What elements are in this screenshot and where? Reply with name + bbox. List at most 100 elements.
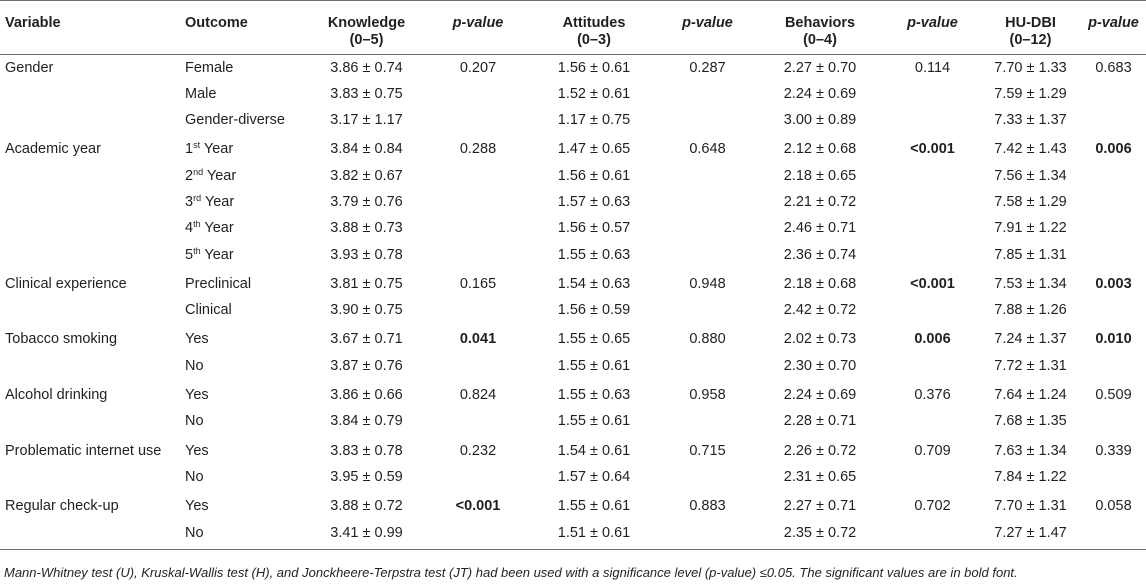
- table-row: No 3.87 ± 0.76 1.55 ± 0.61 2.30 ± 0.70 7.72 …: [0, 353, 1146, 379]
- cell-hudbi-pvalue: [1081, 215, 1146, 241]
- cell-outcome: 5th Year: [185, 242, 305, 268]
- table-row: 4th Year 3.88 ± 0.73 1.56 ± 0.57 2.46 ± 0.7…: [0, 215, 1146, 241]
- header-knowledge-range: (0–5): [349, 32, 384, 48]
- cell-behaviors-pvalue: [885, 464, 980, 490]
- cell-outcome: 3rd Year: [185, 189, 305, 215]
- outcome-ordinal-suffix: rd: [193, 192, 202, 203]
- table-body: Gender Female 3.86 ± 0.74 0.207 1.56 ± 0.61 0…: [0, 55, 1146, 551]
- cell-variable: [0, 242, 185, 268]
- cell-knowledge: 3.41 ± 0.99: [305, 519, 428, 551]
- cell-attitudes: 1.56 ± 0.57: [557, 220, 631, 237]
- header-behaviors-pvalue: p-value: [885, 0, 980, 55]
- cell-behaviors-pvalue: <0.001: [910, 141, 955, 158]
- cell-behaviors: 2.24 ± 0.69: [783, 387, 857, 404]
- outcome-ordinal-suffix: nd: [193, 166, 204, 177]
- cell-behaviors: 2.46 ± 0.71: [783, 220, 857, 237]
- cell-attitudes-pvalue: [660, 215, 755, 241]
- outcome-rest: Year: [200, 220, 234, 237]
- cell-hudbi: 7.56 ± 1.34: [994, 167, 1067, 184]
- cell-behaviors-pvalue: [885, 163, 980, 189]
- cell-attitudes-pvalue: 0.880: [689, 331, 726, 348]
- cell-attitudes-pvalue: [660, 408, 755, 434]
- table-row: No 3.84 ± 0.79 1.55 ± 0.61 2.28 ± 0.71 7.68 …: [0, 408, 1146, 434]
- cell-behaviors-pvalue: <0.001: [910, 275, 955, 292]
- cell-behaviors: 2.42 ± 0.72: [783, 302, 857, 319]
- cell-behaviors-pvalue: 0.702: [914, 498, 951, 515]
- cell-attitudes: 1.55 ± 0.61: [557, 413, 631, 430]
- cell-hudbi: 7.84 ± 1.22: [994, 468, 1067, 485]
- cell-hudbi: 7.33 ± 1.37: [994, 112, 1067, 129]
- cell-hudbi: 7.88 ± 1.26: [994, 302, 1067, 319]
- cell-hudbi: 7.85 ± 1.31: [994, 246, 1067, 263]
- cell-knowledge-pvalue: [428, 189, 528, 215]
- cell-behaviors-pvalue: [885, 242, 980, 268]
- cell-variable: [0, 519, 185, 551]
- cell-attitudes-pvalue: [660, 242, 755, 268]
- cell-knowledge-pvalue: 0.232: [459, 442, 497, 459]
- cell-behaviors-pvalue: [885, 519, 980, 551]
- cell-outcome: Gender-diverse: [185, 112, 285, 129]
- cell-attitudes: 1.57 ± 0.64: [557, 468, 631, 485]
- cell-behaviors-pvalue: [885, 215, 980, 241]
- header-outcome: Outcome: [185, 0, 305, 55]
- cell-hudbi-pvalue: [1081, 297, 1146, 323]
- cell-hudbi-pvalue: 0.058: [1095, 498, 1132, 515]
- cell-variable: [0, 464, 185, 490]
- cell-hudbi-pvalue: 0.683: [1095, 60, 1132, 76]
- cell-hudbi: 7.24 ± 1.37: [994, 331, 1067, 348]
- outcome-ordinal-suffix: th: [193, 245, 201, 256]
- cell-knowledge-pvalue: <0.001: [455, 498, 501, 515]
- cell-hudbi: 7.68 ± 1.35: [994, 413, 1067, 430]
- cell-hudbi: 7.91 ± 1.22: [994, 220, 1067, 237]
- cell-hudbi-pvalue: [1081, 189, 1146, 215]
- cell-variable: Academic year: [5, 141, 101, 158]
- cell-attitudes-pvalue: 0.948: [689, 275, 726, 292]
- cell-outcome: Female: [185, 60, 234, 76]
- table-row: No 3.95 ± 0.59 1.57 ± 0.64 2.31 ± 0.65 7.84 …: [0, 464, 1146, 490]
- header-behaviors: Behaviors (0–4): [755, 0, 885, 55]
- cell-attitudes-pvalue: [660, 189, 755, 215]
- cell-attitudes-pvalue: 0.958: [689, 387, 726, 404]
- cell-outcome: Clinical: [185, 302, 232, 319]
- cell-hudbi: 7.70 ± 1.33: [994, 60, 1067, 76]
- cell-knowledge: 3.86 ± 0.66: [330, 387, 403, 404]
- cell-behaviors: 2.18 ± 0.68: [783, 275, 857, 292]
- cell-attitudes: 1.17 ± 0.75: [557, 112, 631, 129]
- cell-variable: [0, 297, 185, 323]
- cell-knowledge: 3.95 ± 0.59: [330, 468, 403, 485]
- cell-behaviors: 2.26 ± 0.72: [783, 442, 857, 459]
- cell-behaviors-pvalue: [885, 189, 980, 215]
- cell-attitudes: 1.55 ± 0.61: [557, 357, 631, 374]
- header-hudbi-range: (0–12): [1009, 32, 1052, 48]
- table-row: Male 3.83 ± 0.75 1.52 ± 0.61 2.24 ± 0.69 7.5…: [0, 81, 1146, 107]
- results-table: Variable Outcome Knowledge (0–5) p-value…: [0, 0, 1146, 551]
- cell-variable: Clinical experience: [5, 275, 127, 292]
- header-attitudes-range: (0–3): [577, 32, 611, 48]
- cell-hudbi-pvalue: [1081, 107, 1146, 133]
- cell-attitudes: 1.54 ± 0.63: [557, 275, 631, 292]
- cell-knowledge: 3.88 ± 0.72: [330, 498, 403, 515]
- table-row: Gender-diverse 3.17 ± 1.17 1.17 ± 0.75 3.00…: [0, 107, 1146, 133]
- cell-outcome: 4th Year: [185, 215, 305, 241]
- cell-attitudes: 1.55 ± 0.65: [557, 331, 631, 348]
- cell-attitudes: 1.55 ± 0.61: [557, 498, 631, 515]
- cell-attitudes: 1.56 ± 0.61: [557, 167, 631, 184]
- cell-attitudes-pvalue: [660, 353, 755, 379]
- cell-behaviors: 3.00 ± 0.89: [783, 112, 857, 129]
- table-footnote: Mann-Whitney test (U), Kruskal-Wallis te…: [4, 565, 1018, 580]
- outcome-number: 1: [185, 141, 194, 158]
- cell-hudbi-pvalue: [1081, 408, 1146, 434]
- cell-behaviors-pvalue: [885, 81, 980, 107]
- cell-hudbi: 7.72 ± 1.31: [994, 357, 1067, 374]
- cell-hudbi-pvalue: 0.509: [1095, 387, 1132, 404]
- cell-knowledge: 3.83 ± 0.75: [330, 85, 403, 102]
- cell-variable: Regular check-up: [5, 498, 119, 515]
- cell-attitudes: 1.57 ± 0.63: [557, 193, 631, 210]
- cell-outcome: Preclinical: [185, 275, 252, 292]
- cell-variable: [0, 353, 185, 379]
- cell-knowledge-pvalue: 0.824: [459, 387, 497, 404]
- cell-behaviors-pvalue: 0.114: [914, 60, 951, 76]
- cell-outcome: Yes: [185, 442, 209, 459]
- cell-knowledge: 3.84 ± 0.79: [330, 413, 403, 430]
- cell-knowledge: 3.67 ± 0.71: [330, 331, 403, 348]
